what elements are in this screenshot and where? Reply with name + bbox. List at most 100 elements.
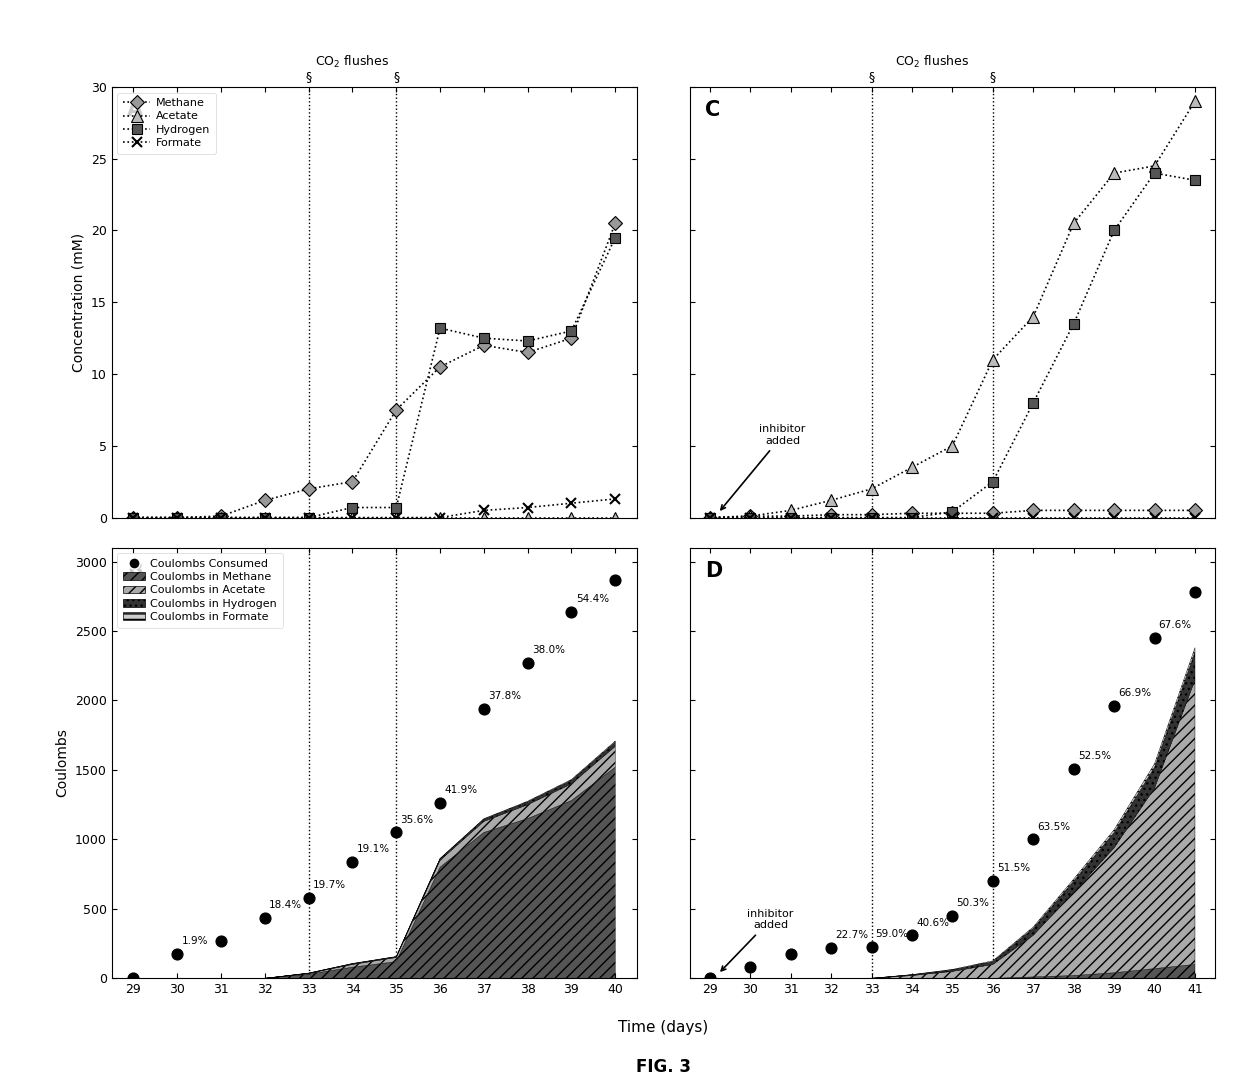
Hydrogen bbox=[1106, 224, 1121, 237]
Hydrogen bbox=[1066, 317, 1081, 330]
Line: Methane: Methane bbox=[129, 218, 620, 523]
Coulombs Consumed bbox=[299, 889, 319, 907]
Text: 40.6%: 40.6% bbox=[916, 917, 949, 927]
Acetate bbox=[170, 511, 185, 524]
Coulombs Consumed bbox=[211, 933, 231, 950]
Text: 66.9%: 66.9% bbox=[1118, 688, 1151, 699]
Text: Time (days): Time (days) bbox=[619, 1020, 708, 1035]
Acetate bbox=[389, 511, 404, 524]
Text: inhibitor
added: inhibitor added bbox=[722, 909, 794, 971]
Text: §: § bbox=[990, 70, 996, 83]
Text: 38.0%: 38.0% bbox=[532, 646, 565, 655]
Coulombs Consumed bbox=[387, 824, 407, 841]
Methane bbox=[476, 339, 491, 352]
Coulombs Consumed bbox=[781, 946, 801, 963]
Methane bbox=[126, 511, 141, 524]
Formate bbox=[476, 504, 491, 517]
Methane bbox=[1147, 504, 1162, 517]
Text: 18.4%: 18.4% bbox=[269, 900, 303, 910]
Acetate bbox=[608, 511, 622, 524]
Text: 1.9%: 1.9% bbox=[182, 936, 208, 947]
Text: 52.5%: 52.5% bbox=[1078, 751, 1111, 761]
Hydrogen bbox=[345, 501, 360, 514]
Formate bbox=[258, 511, 273, 524]
Text: 41.9%: 41.9% bbox=[444, 785, 477, 795]
Coulombs Consumed bbox=[983, 873, 1003, 890]
Line: Formate: Formate bbox=[706, 513, 1200, 523]
Coulombs Consumed bbox=[474, 700, 494, 717]
Methane bbox=[784, 510, 799, 523]
Formate bbox=[864, 511, 879, 524]
Hydrogen bbox=[702, 511, 717, 524]
Hydrogen bbox=[170, 511, 185, 524]
Text: §: § bbox=[305, 70, 311, 83]
Hydrogen bbox=[784, 511, 799, 524]
Formate bbox=[823, 511, 838, 524]
Y-axis label: Concentration (mM): Concentration (mM) bbox=[72, 233, 86, 372]
Hydrogen bbox=[904, 511, 919, 524]
Coulombs Consumed bbox=[562, 603, 582, 621]
Y-axis label: Coulombs: Coulombs bbox=[56, 728, 69, 798]
Line: Formate: Formate bbox=[129, 493, 620, 523]
Coulombs Consumed bbox=[518, 654, 538, 672]
Text: §: § bbox=[868, 70, 874, 83]
Methane bbox=[823, 508, 838, 521]
Hydrogen bbox=[608, 232, 622, 245]
Hydrogen bbox=[521, 335, 536, 348]
Hydrogen bbox=[433, 322, 448, 335]
Methane bbox=[301, 483, 316, 496]
Legend: Coulombs Consumed, Coulombs in Methane, Coulombs in Acetate, Coulombs in Hydroge: Coulombs Consumed, Coulombs in Methane, … bbox=[117, 553, 283, 627]
Text: CO$_2$ flushes: CO$_2$ flushes bbox=[315, 53, 389, 70]
Acetate bbox=[1147, 160, 1162, 173]
Acetate bbox=[476, 511, 491, 524]
Acetate bbox=[743, 510, 758, 523]
Coulombs Consumed bbox=[821, 939, 841, 957]
Line: Hydrogen: Hydrogen bbox=[129, 233, 620, 523]
Methane bbox=[170, 511, 185, 524]
Methane bbox=[1106, 504, 1121, 517]
Formate bbox=[433, 511, 448, 524]
Methane bbox=[564, 332, 579, 345]
Text: 19.7%: 19.7% bbox=[312, 880, 346, 890]
Formate bbox=[743, 511, 758, 524]
Hydrogen bbox=[126, 511, 141, 524]
Acetate bbox=[784, 504, 799, 517]
Formate bbox=[986, 511, 1001, 524]
Formate bbox=[126, 511, 141, 524]
Coulombs Consumed bbox=[1064, 760, 1084, 777]
Coulombs Consumed bbox=[1104, 698, 1123, 715]
Hydrogen bbox=[258, 511, 273, 524]
Coulombs Consumed bbox=[342, 853, 362, 871]
Text: D: D bbox=[706, 561, 723, 580]
Methane bbox=[945, 507, 960, 520]
Methane bbox=[1066, 504, 1081, 517]
Formate bbox=[1188, 511, 1203, 524]
Coulombs Consumed bbox=[255, 909, 275, 926]
Formate bbox=[1066, 511, 1081, 524]
Coulombs Consumed bbox=[901, 926, 921, 944]
Coulombs Consumed bbox=[1145, 629, 1164, 647]
Text: 63.5%: 63.5% bbox=[1038, 822, 1070, 832]
Acetate bbox=[258, 511, 273, 524]
Text: 67.6%: 67.6% bbox=[1158, 621, 1192, 630]
Acetate bbox=[1025, 310, 1040, 323]
Hydrogen bbox=[945, 505, 960, 518]
Text: CO$_2$ flushes: CO$_2$ flushes bbox=[895, 53, 970, 70]
Formate bbox=[1147, 511, 1162, 524]
Hydrogen bbox=[1188, 174, 1203, 187]
Formate bbox=[170, 511, 185, 524]
Hydrogen bbox=[1025, 396, 1040, 409]
Coulombs Consumed bbox=[740, 959, 760, 976]
Text: 35.6%: 35.6% bbox=[401, 815, 434, 825]
Formate bbox=[608, 492, 622, 505]
Text: 54.4%: 54.4% bbox=[575, 594, 609, 604]
Hydrogen bbox=[476, 332, 491, 345]
Acetate bbox=[1188, 95, 1203, 108]
Coulombs Consumed bbox=[699, 970, 719, 987]
Acetate bbox=[521, 511, 536, 524]
Acetate bbox=[301, 511, 316, 524]
Hydrogen bbox=[864, 511, 879, 524]
Formate bbox=[784, 511, 799, 524]
Hydrogen bbox=[743, 511, 758, 524]
Methane bbox=[608, 216, 622, 229]
